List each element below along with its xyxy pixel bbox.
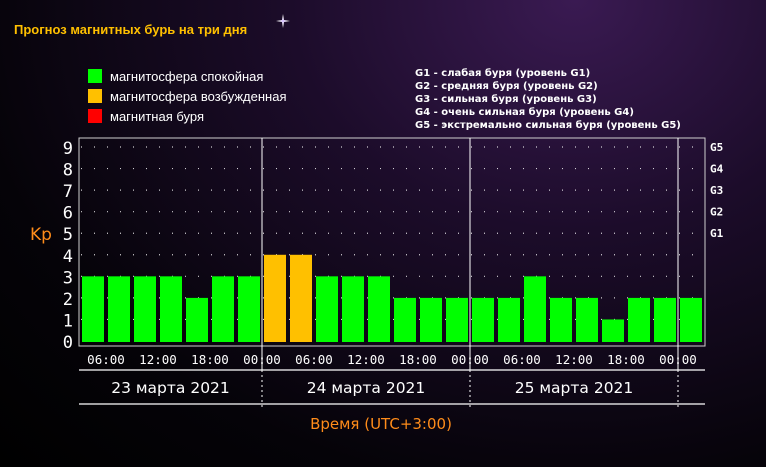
legend-swatch-active [88,89,102,103]
g-legend-item: G1 - слабая буря (уровень G1) [415,68,591,79]
plot-frame [78,137,706,347]
y-tick-label: 8 [63,161,73,181]
g-level-label: G1 [710,227,724,240]
x-tick-label: 06:00 [295,352,333,367]
kp-bar [368,276,390,342]
color-legend: магнитосфера спокойная магнитосфера возб… [88,66,287,126]
g-level-label: G2 [710,206,723,219]
x-tick-label: 06:00 [87,352,125,367]
x-tick-label: 18:00 [607,352,645,367]
kp-bar [394,297,416,342]
legend-swatch-quiet [88,69,102,83]
kp-bar [82,276,104,342]
g-level-label: G4 [710,163,724,176]
kp-bar [602,319,624,342]
kp-bar [212,276,234,342]
kp-bar [550,297,572,342]
y-tick-label: 9 [63,139,73,159]
x-axis-title: Время (UTC+3:00) [310,415,452,433]
x-tick-label: 00:00 [659,352,697,367]
kp-bar [628,297,650,342]
y-tick-label: 3 [63,268,73,288]
y-tick-label: 4 [63,247,73,267]
kp-bar [342,276,364,342]
y-tick-label: 6 [63,204,73,224]
kp-bar [680,297,702,342]
kp-bar [134,276,156,342]
kp-bar [524,276,546,342]
legend-item-active: магнитосфера возбужденная [88,86,287,106]
day-label: 24 марта 2021 [307,379,426,397]
kp-bar [576,297,598,342]
legend-label-active: магнитосфера возбужденная [110,88,287,104]
kp-bar [160,276,182,342]
g-legend-item: G3 - сильная буря (уровень G3) [415,94,597,105]
legend-swatch-storm [88,109,102,123]
x-tick-label: 12:00 [347,352,385,367]
x-tick-label: 18:00 [399,352,437,367]
y-tick-label: 7 [63,182,73,202]
y-tick-label: 1 [63,311,73,331]
x-tick-label: 00:00 [243,352,281,367]
g-scale-legend: G1 - слабая буря (уровень G1) G2 - средн… [415,67,681,132]
y-tick-label: 5 [63,225,73,245]
kp-bar [186,297,208,342]
x-tick-label: 06:00 [503,352,541,367]
legend-label-quiet: магнитосфера спокойная [110,68,264,84]
kp-bar [108,276,130,342]
legend-item-quiet: магнитосфера спокойная [88,66,287,86]
day-label: 23 марта 2021 [111,379,230,397]
kp-bar [316,276,338,342]
y-tick-label: 0 [63,333,73,353]
kp-bar [264,254,286,342]
g-legend-item: G5 - экстремально сильная буря (уровень … [415,120,681,131]
kp-bar [498,297,520,342]
g-level-label: G5 [710,141,723,154]
x-tick-label: 18:00 [191,352,229,367]
legend-label-storm: магнитная буря [110,108,205,124]
kp-bar [654,297,676,342]
day-label: 25 марта 2021 [515,379,634,397]
x-tick-label: 12:00 [555,352,593,367]
sparkle-star-icon [276,14,290,28]
page-title: Прогноз магнитных бурь на три дня [14,22,248,37]
g-level-label: G3 [710,184,723,197]
x-tick-label: 00:00 [451,352,489,367]
y-axis-label: Kp [30,225,52,245]
kp-bar [238,276,260,342]
g-legend-item: G2 - средняя буря (уровень G2) [415,81,598,92]
g-legend-item: G4 - очень сильная буря (уровень G4) [415,107,634,118]
kp-bar [420,297,442,342]
y-tick-label: 2 [63,290,73,310]
kp-bar [290,254,312,342]
x-tick-label: 12:00 [139,352,177,367]
legend-item-storm: магнитная буря [88,106,287,126]
kp-bar [472,297,494,342]
kp-bar [446,297,468,342]
